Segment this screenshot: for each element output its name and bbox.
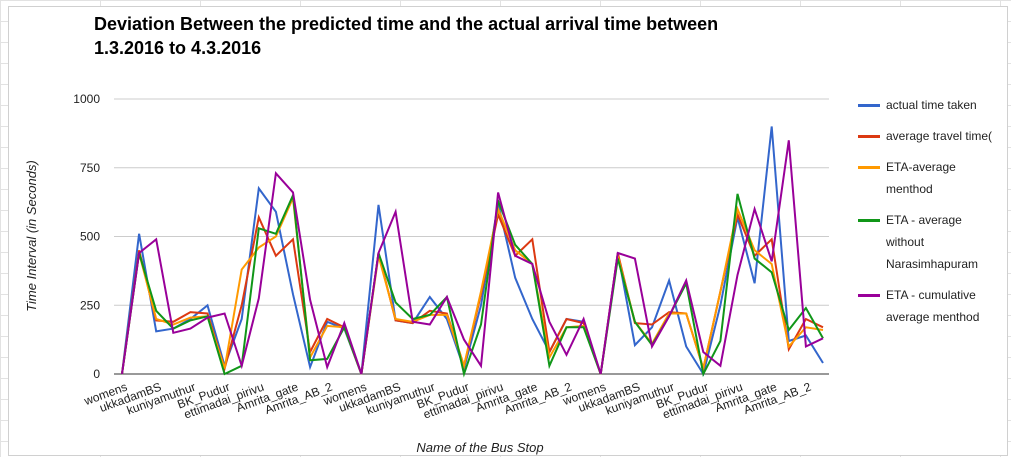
y-tick-label: 1000 xyxy=(73,92,100,106)
legend-item: average travel time( xyxy=(852,125,1002,147)
series-line xyxy=(121,140,824,375)
legend-swatch xyxy=(858,104,880,107)
chart-title: Deviation Between the predicted time and… xyxy=(94,14,719,58)
y-tick-label: 750 xyxy=(80,161,100,175)
y-tick-label: 500 xyxy=(80,230,100,244)
legend-label: ETA - cumulative average menthod xyxy=(886,288,980,324)
legend-swatch xyxy=(858,166,880,169)
legend-swatch xyxy=(858,294,880,297)
legend-label: ETA-average menthod xyxy=(886,160,956,196)
legend-item: ETA-average menthod xyxy=(852,156,1002,200)
legend-label: ETA - average without Narasimhapuram xyxy=(886,213,979,271)
series-line xyxy=(121,194,824,375)
series-line xyxy=(121,191,824,378)
y-tick-label: 250 xyxy=(80,298,100,312)
y-axis-label: Time Interval (in Seconds) xyxy=(24,160,39,312)
legend-label: actual time taken xyxy=(886,98,977,112)
x-axis-label: Name of the Bus Stop xyxy=(416,440,543,455)
legend-swatch xyxy=(858,219,880,222)
legend-item: ETA - cumulative average menthod xyxy=(852,284,1002,328)
y-tick-label: 0 xyxy=(93,367,100,381)
legend-label: average travel time( xyxy=(886,129,993,143)
legend-item: actual time taken xyxy=(852,94,1002,116)
legend-swatch xyxy=(858,135,880,138)
series-line xyxy=(121,126,824,377)
legend: actual time taken average travel time( ETA… xyxy=(852,94,1002,337)
legend-item: ETA - average without Narasimhapuram xyxy=(852,209,1002,275)
